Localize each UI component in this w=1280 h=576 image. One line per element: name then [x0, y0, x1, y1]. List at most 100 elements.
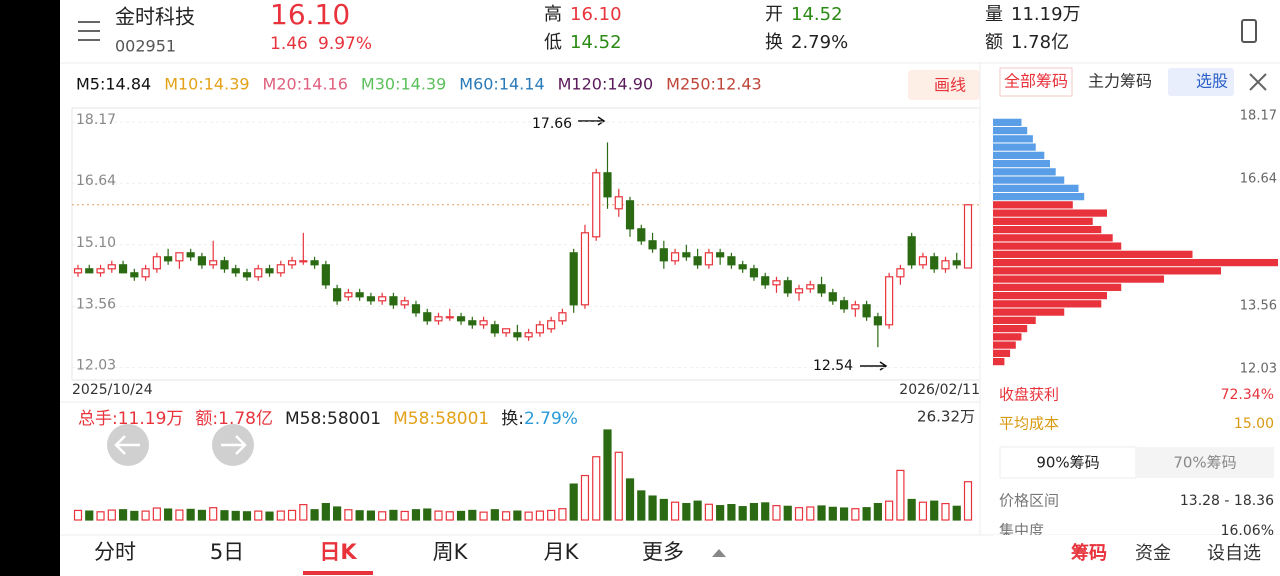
- candle-body: [479, 320, 488, 326]
- bottom-tab[interactable]: 5日: [210, 540, 244, 564]
- candle-body: [727, 256, 736, 266]
- y-tick-label: 15.10: [76, 235, 116, 251]
- volume-legend: 2.79%: [524, 409, 578, 429]
- candle-body: [445, 316, 454, 319]
- y-tick-label: 16.64: [76, 173, 116, 189]
- candle-body: [930, 256, 939, 270]
- volume-bar: [254, 510, 263, 521]
- candle-body: [513, 332, 522, 338]
- range-value: 13.28 - 18.36: [1180, 493, 1274, 509]
- stat-value: 1.78亿: [1011, 32, 1069, 53]
- chip-bar: [993, 217, 1093, 225]
- chip-bar: [993, 168, 1056, 176]
- tab-box: [999, 67, 1073, 97]
- volume-bar: [366, 510, 376, 521]
- volume-bar: [164, 508, 173, 521]
- chip-tick-label: 18.17: [1240, 108, 1277, 123]
- ma-label: M120:14.90: [558, 75, 654, 94]
- bottom-button[interactable]: 资金: [1135, 543, 1171, 564]
- candle-body: [333, 288, 342, 302]
- volume-bar: [490, 509, 499, 521]
- volume-bar: [299, 504, 308, 521]
- chip-tab: 主力筹码: [1088, 72, 1152, 91]
- stat-label: 量: [985, 4, 1003, 25]
- volume-bar: [873, 502, 882, 521]
- volume-bar: [231, 510, 240, 521]
- volume-bar: [614, 451, 623, 521]
- volume-bar: [738, 506, 747, 521]
- stat-label: 高: [544, 4, 562, 25]
- volume-bar: [107, 509, 116, 521]
- chip-bar: [993, 234, 1113, 242]
- candle-body: [592, 172, 601, 238]
- candle-body: [96, 268, 105, 274]
- volume-bar: [794, 507, 804, 521]
- stat-label: 低: [544, 32, 562, 53]
- draw-button-label[interactable]: 画线: [934, 76, 966, 95]
- volume-legend: M58:58001: [393, 409, 489, 429]
- active-tab-underline: [303, 571, 373, 575]
- chip-bar: [993, 192, 1085, 201]
- bottom-tab[interactable]: 月K: [544, 540, 580, 564]
- draw-button[interactable]: [908, 70, 980, 100]
- stat-label: 额: [985, 32, 1003, 53]
- candle-body: [175, 252, 184, 262]
- chip-bar: [993, 143, 1036, 151]
- volume-bar: [885, 500, 894, 521]
- chip-bar: [993, 283, 1122, 291]
- volume-bar: [693, 500, 702, 521]
- volume-bar: [276, 510, 285, 521]
- chip-bar: [993, 209, 1107, 217]
- volume-bar: [930, 500, 939, 521]
- bottom-button[interactable]: 设自选: [1207, 543, 1261, 564]
- volume-max: 26.32万: [917, 408, 975, 426]
- candle-body: [209, 260, 218, 266]
- annotation-arrows: [578, 116, 888, 371]
- volume-bar: [152, 507, 161, 521]
- volume-bar: [378, 511, 387, 521]
- bottom-tab[interactable]: 周K: [433, 540, 469, 564]
- stat-value: 2.79%: [791, 32, 848, 53]
- chip-bar: [993, 135, 1033, 143]
- volume-bar: [749, 502, 759, 521]
- volume-legend: 换:: [501, 409, 524, 429]
- volume-bar: [547, 509, 556, 521]
- candle-body: [242, 272, 252, 278]
- chip-bar: [993, 201, 1073, 209]
- chip-bar: [993, 324, 1028, 333]
- candle-body: [794, 288, 804, 294]
- bottom-tab[interactable]: 更多: [642, 540, 684, 564]
- volume-bar: [851, 508, 860, 521]
- device-icon[interactable]: [1241, 19, 1257, 43]
- volume-bar: [704, 503, 713, 521]
- volume-bar: [389, 509, 398, 521]
- candle-body: [118, 264, 128, 274]
- candle-body: [85, 268, 94, 274]
- volume-bar: [220, 510, 229, 521]
- bottom-tab[interactable]: 分时: [94, 540, 136, 564]
- candle-body: [693, 256, 702, 266]
- chip-tab: 全部筹码: [1004, 72, 1068, 91]
- volume-bar: [952, 505, 961, 521]
- volume-bar: [670, 501, 680, 521]
- candle-body: [682, 252, 691, 258]
- volume-legend: 额:1.78亿: [195, 409, 273, 429]
- close-icon[interactable]: [1249, 73, 1267, 91]
- candle-body: [941, 260, 950, 270]
- volume-bar: [637, 490, 646, 521]
- menu-icon[interactable]: [78, 21, 100, 41]
- candle-body: [963, 204, 973, 269]
- volume-bar: [772, 505, 781, 521]
- stock-code: 002951: [115, 37, 176, 56]
- volume-bar: [862, 507, 871, 521]
- candle-body: [276, 264, 285, 274]
- candle-body: [659, 248, 668, 262]
- range-tab[interactable]: [999, 446, 1137, 479]
- candle-body: [851, 304, 860, 310]
- range-tab[interactable]: [1136, 447, 1274, 478]
- bottom-tab[interactable]: 日K: [319, 540, 357, 564]
- bottom-button[interactable]: 筹码: [1071, 542, 1107, 564]
- more-arrow[interactable]: [712, 549, 726, 557]
- chip-bar: [993, 349, 1011, 357]
- volume-bar: [817, 505, 826, 521]
